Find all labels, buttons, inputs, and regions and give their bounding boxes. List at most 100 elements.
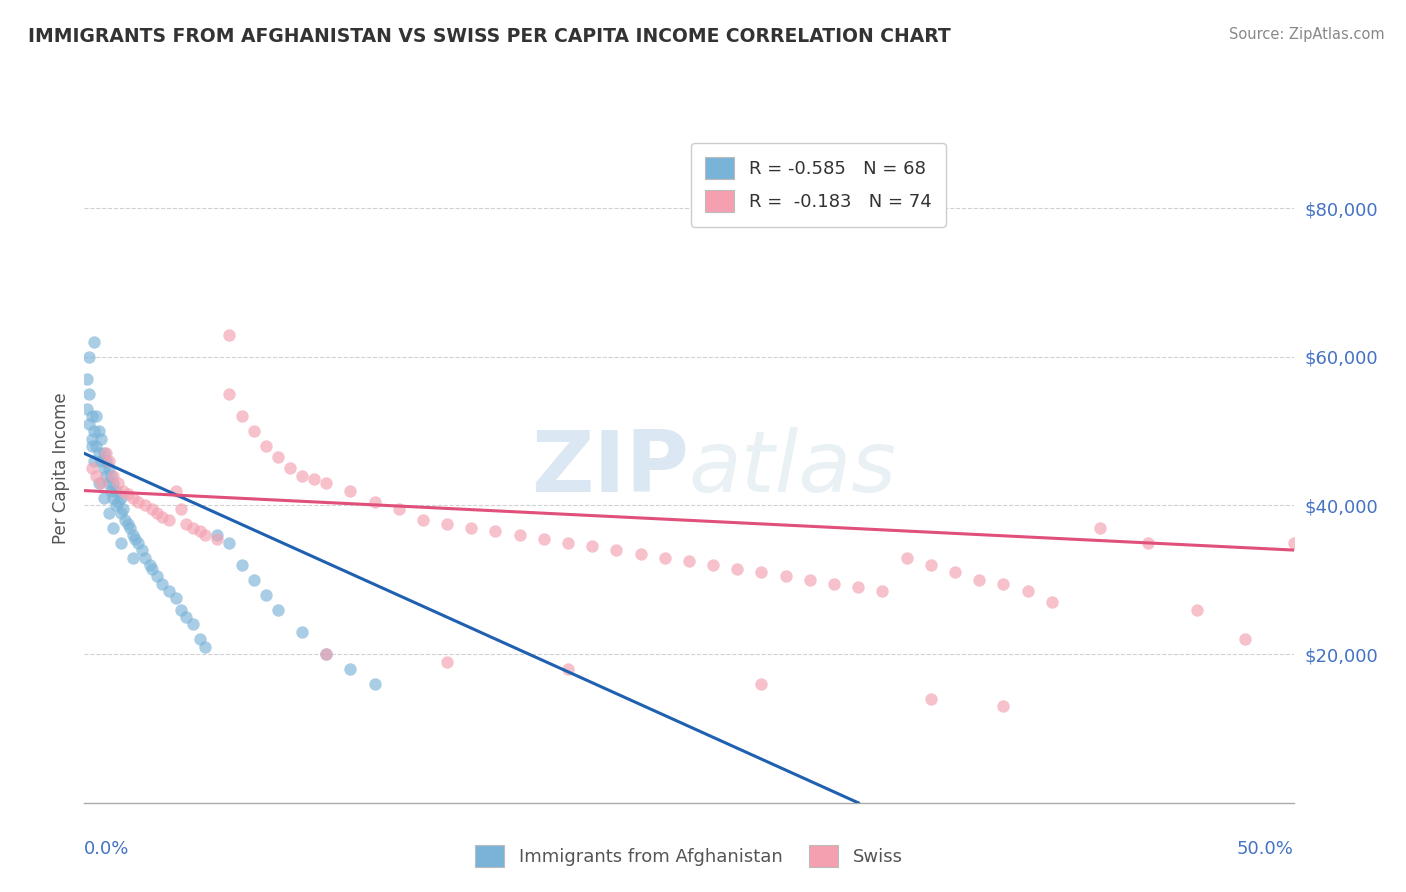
Point [107,494,129,508]
Point [97,476,120,491]
Point [896,550,918,565]
Point [97,506,120,520]
Point [121,528,143,542]
Point [150,509,173,524]
Point [141,502,163,516]
Point [83,454,105,468]
Point [86,409,108,424]
Point [181,617,204,632]
Point [150,576,173,591]
Point [104,499,127,513]
Point [104,483,127,498]
Point [83,424,105,438]
Point [90,454,112,468]
Point [170,602,193,616]
Point [190,632,212,647]
Point [146,569,169,583]
Point [630,547,652,561]
Point [124,532,146,546]
Point [76,372,98,386]
Point [174,610,197,624]
Text: ZIP: ZIP [531,426,689,510]
Text: Source: ZipAtlas.com: Source: ZipAtlas.com [1229,27,1385,42]
Point [846,580,869,594]
Point [509,528,531,542]
Point [76,401,98,416]
Point [190,524,212,539]
Point [339,483,361,498]
Point [1017,584,1039,599]
Point [93,491,115,505]
Point [775,569,797,583]
Point [218,327,240,342]
Point [103,521,125,535]
Point [581,539,603,553]
Point [134,550,156,565]
Point [315,647,337,661]
Point [121,491,143,505]
Point [363,494,385,508]
Text: 50.0%: 50.0% [1237,839,1294,857]
Legend: Immigrants from Afghanistan, Swiss: Immigrants from Afghanistan, Swiss [468,838,910,874]
Point [100,468,122,483]
Point [339,662,361,676]
Point [131,543,153,558]
Point [218,535,240,549]
Point [267,602,290,616]
Point [87,446,110,460]
Point [920,558,942,572]
Point [146,506,169,520]
Point [103,491,125,505]
Point [725,562,748,576]
Point [100,483,122,498]
Point [170,502,193,516]
Point [110,491,132,505]
Point [267,450,290,465]
Point [1137,535,1160,549]
Point [412,513,434,527]
Point [87,476,110,491]
Point [557,535,579,549]
Point [436,517,458,532]
Point [165,591,187,606]
Point [751,677,773,691]
Point [231,558,253,572]
Point [920,691,942,706]
Point [90,432,112,446]
Point [80,461,103,475]
Point [242,424,264,438]
Point [80,409,103,424]
Point [605,543,627,558]
Point [112,483,135,498]
Point [315,476,337,491]
Text: IMMIGRANTS FROM AFGHANISTAN VS SWISS PER CAPITA INCOME CORRELATION CHART: IMMIGRANTS FROM AFGHANISTAN VS SWISS PER… [28,27,950,45]
Point [107,476,129,491]
Point [157,584,180,599]
Y-axis label: Per Capita Income: Per Capita Income [52,392,70,544]
Point [80,432,103,446]
Point [127,535,149,549]
Point [436,655,458,669]
Point [80,439,103,453]
Point [77,417,100,431]
Point [291,624,314,639]
Point [77,350,100,364]
Point [278,461,301,475]
Point [77,387,100,401]
Point [103,468,125,483]
Point [83,334,105,349]
Point [1185,602,1208,616]
Point [751,566,773,580]
Point [141,562,163,576]
Point [114,513,136,527]
Point [112,502,135,516]
Point [1088,521,1111,535]
Text: atlas: atlas [689,426,897,510]
Point [93,446,115,460]
Point [302,473,325,487]
Point [242,573,264,587]
Point [86,439,108,453]
Point [231,409,253,424]
Point [484,524,506,539]
Point [967,573,990,587]
